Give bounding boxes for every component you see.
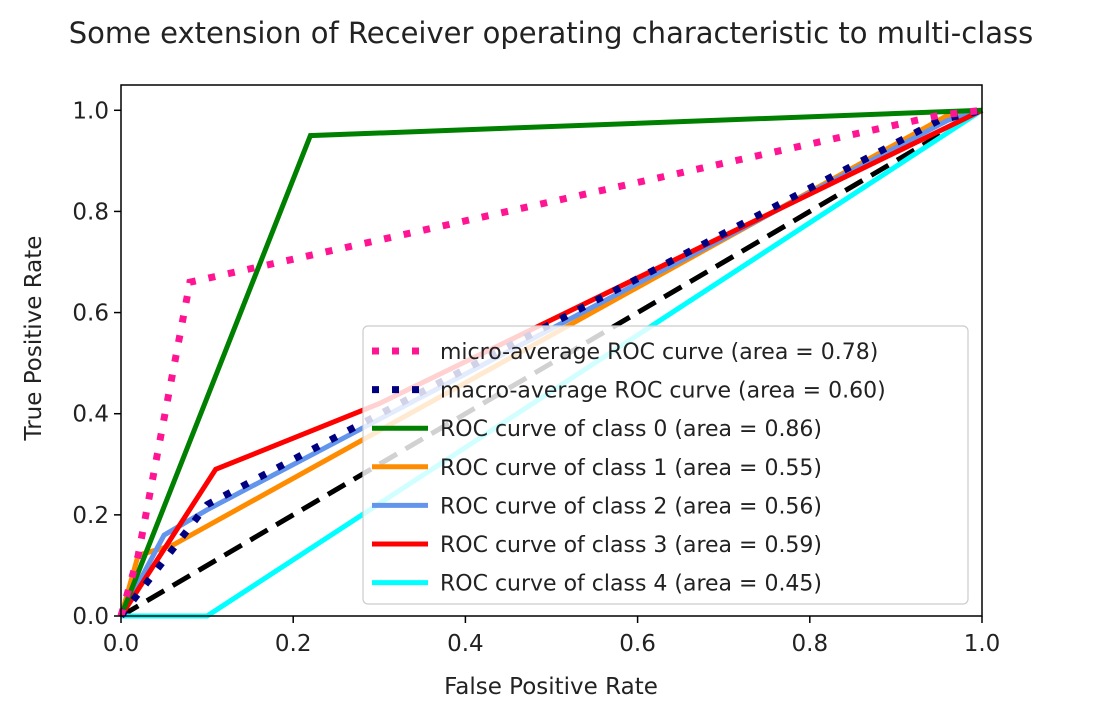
legend-entries: micro-average ROC curve (area = 0.78) mac… [372, 340, 886, 597]
axes-frame [120, 84, 983, 617]
legend-entry-macro-average: macro-average ROC curve (area = 0.60) [372, 379, 886, 404]
ticks-layer: 0.0 0.2 0.4 0.6 0.8 1.0 0.0 0.2 0.4 0.6 0.8 1.0 [72, 98, 1000, 657]
x-tick-label: 0.4 [447, 631, 484, 657]
legend-label-class-2: ROC curve of class 2 (area = 0.56) [440, 494, 822, 519]
x-tick-label: 0.8 [792, 631, 829, 657]
y-tick-label: 0.2 [72, 503, 109, 529]
x-axis-label: False Positive Rate [444, 674, 658, 700]
x-tick-label: 1.0 [964, 631, 1001, 657]
y-axis-label: True Positive Rate [21, 236, 47, 442]
legend-entry-class-4: ROC curve of class 4 (area = 0.45) [372, 572, 822, 597]
y-tick-label: 0.0 [72, 604, 109, 630]
legend-label-class-1: ROC curve of class 1 (area = 0.55) [440, 456, 822, 481]
legend-box [362, 325, 969, 605]
series-line-class-3 [118, 108, 984, 618]
legend-entry-class-3: ROC curve of class 3 (area = 0.59) [372, 533, 822, 558]
legend-label-class-0: ROC curve of class 0 (area = 0.86) [440, 417, 822, 442]
series-line-class-2 [118, 107, 983, 618]
chart-title: Some extension of Receiver operating cha… [69, 16, 1034, 50]
legend-entry-class-1: ROC curve of class 1 (area = 0.55) [372, 456, 822, 481]
series-line-class-0 [118, 107, 983, 617]
y-tick-label: 0.8 [72, 199, 109, 225]
y-tick-label: 1.0 [72, 98, 109, 124]
y-tick-label: 0.6 [72, 301, 109, 327]
x-tick-label: 0.2 [275, 631, 312, 657]
x-tick-label: 0.0 [103, 631, 140, 657]
legend-label-macro-average: macro-average ROC curve (area = 0.60) [440, 379, 886, 404]
legend-entry-class-0: ROC curve of class 0 (area = 0.86) [372, 417, 822, 442]
series-line-micro-average [117, 106, 983, 617]
legend-label-class-3: ROC curve of class 3 (area = 0.59) [440, 533, 822, 558]
y-tick-label: 0.4 [72, 402, 109, 428]
legend-label-class-4: ROC curve of class 4 (area = 0.45) [440, 572, 822, 597]
legend-entry-class-2: ROC curve of class 2 (area = 0.56) [372, 494, 822, 519]
x-tick-label: 0.6 [619, 631, 656, 657]
legend: micro-average ROC curve (area = 0.78) mac… [362, 325, 969, 605]
legend-entry-micro-average: micro-average ROC curve (area = 0.78) [372, 340, 878, 365]
legend-label-micro-average: micro-average ROC curve (area = 0.78) [440, 340, 878, 365]
